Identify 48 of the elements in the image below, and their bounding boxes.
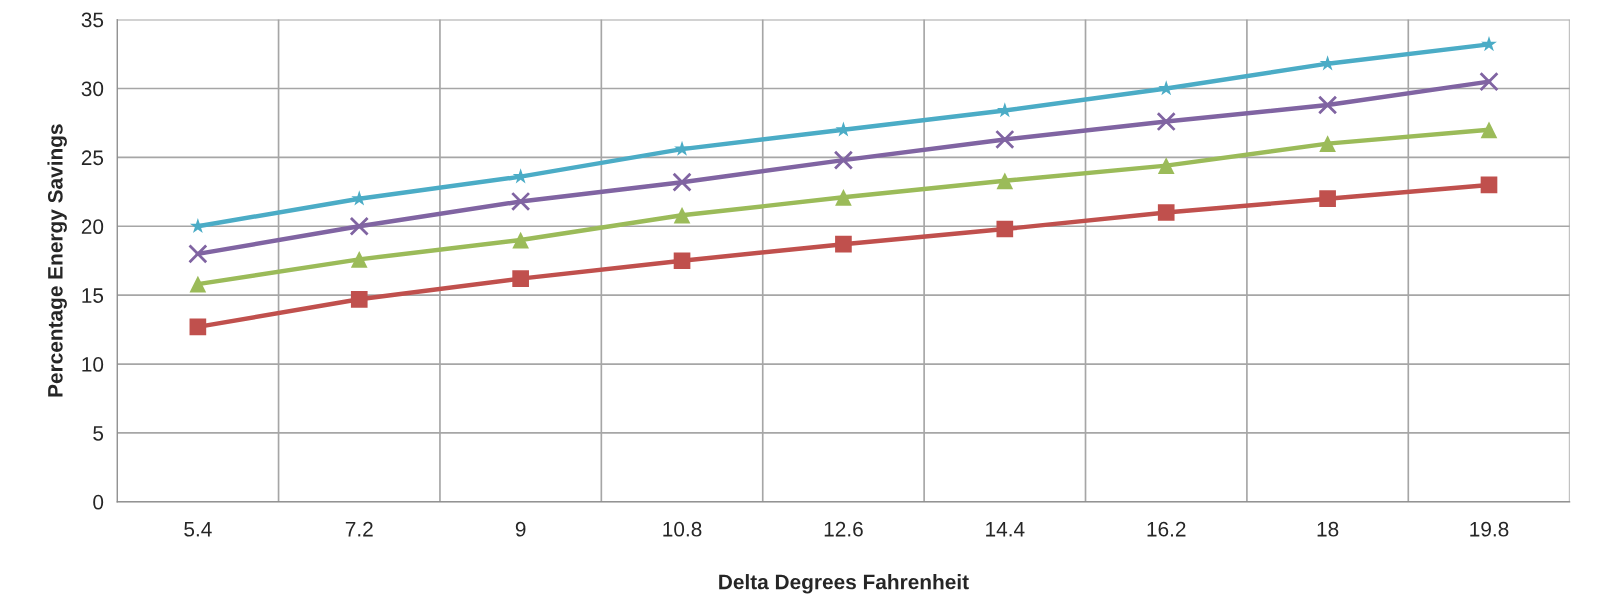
point [995, 129, 1015, 150]
y-tick-label: 10 [82, 357, 104, 372]
y-tick-label: 30 [81, 81, 104, 97]
point [189, 318, 207, 336]
x-tick-label: 18 [1317, 521, 1339, 537]
x-tick-label: 10.8 [663, 521, 702, 537]
y-tick-label: 15 [82, 288, 104, 303]
x-tick-label: 14.4 [986, 522, 1025, 537]
x-tick-label: 7.2 [345, 521, 373, 537]
point [1480, 176, 1498, 194]
point [512, 231, 529, 249]
point [349, 216, 369, 236]
point [188, 244, 208, 264]
y-tick-label: 35 [81, 12, 104, 28]
y-axis-title: Percentage Energy Savings [47, 124, 67, 397]
point [1317, 95, 1338, 115]
point [510, 191, 531, 212]
point [996, 172, 1014, 190]
y-tick-label: 5 [93, 426, 104, 441]
y-tick-label: 25 [81, 150, 104, 166]
x-tick-label: 9 [515, 521, 526, 537]
point [1319, 190, 1336, 208]
point [350, 290, 368, 308]
point [189, 275, 207, 293]
x-tick-label: 16.2 [1147, 521, 1186, 537]
point [1481, 36, 1497, 52]
x-tick-label: 5.4 [184, 522, 212, 537]
x-tick-label: 12.6 [824, 521, 863, 537]
point [1480, 121, 1498, 139]
point [1479, 71, 1499, 92]
y-tick-label: 0 [93, 494, 104, 510]
point [350, 251, 368, 268]
point [833, 150, 854, 170]
point [835, 189, 852, 206]
point [835, 235, 852, 253]
point [996, 220, 1014, 238]
point [673, 252, 691, 270]
point [673, 206, 691, 224]
point [672, 172, 692, 192]
x-axis-title: Delta Degrees Fahrenheit [719, 574, 969, 594]
point [1157, 157, 1175, 174]
x-tick-label: 19.8 [1470, 521, 1509, 537]
point [1157, 204, 1175, 221]
point [512, 270, 529, 287]
point [674, 140, 690, 156]
y-tick-label: 20 [81, 219, 104, 235]
point [1319, 135, 1336, 152]
point [1156, 111, 1176, 132]
